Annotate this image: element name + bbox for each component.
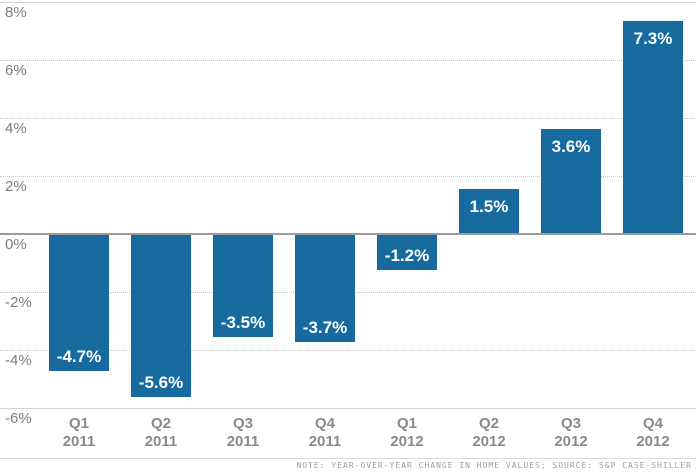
year-label: 2012: [472, 433, 506, 450]
gridline--6: [0, 408, 696, 409]
quarter-label: Q1: [396, 415, 417, 432]
quarter-label: Q2: [150, 415, 171, 432]
source-note: NOTE: YEAR-OVER-YEAR CHANGE IN HOME VALU…: [296, 461, 692, 470]
y-tick-label: 2%: [5, 178, 27, 195]
year-label: 2011: [144, 433, 178, 450]
gridline-4: [0, 118, 696, 119]
gridline--4: [0, 350, 696, 351]
quarter-label: Q4: [314, 415, 335, 432]
gridline-2: [0, 176, 696, 177]
quarter-label: Q3: [560, 415, 581, 432]
gridline-6: [0, 60, 696, 61]
x-tick-label-Q2-2011: Q2 2011: [120, 415, 202, 451]
bar-Q4-2012: 7.3%: [623, 21, 683, 233]
bar-Q2-2012: 1.5%: [459, 189, 519, 233]
bar-value-label: -3.7%: [302, 318, 348, 337]
bar-value-label: 7.3%: [633, 29, 673, 48]
y-tick-label: -6%: [5, 410, 32, 427]
y-tick-label: 4%: [5, 120, 27, 137]
bar-value-label: -1.2%: [384, 246, 430, 265]
quarter-label: Q1: [68, 415, 89, 432]
quarter-label: Q2: [478, 415, 499, 432]
year-label: 2011: [62, 433, 96, 450]
quarter-label: Q4: [642, 415, 663, 432]
x-tick-label-Q4-2012: Q4 2012: [612, 415, 694, 451]
y-tick-label: -4%: [5, 352, 32, 369]
bar-value-label: -5.6%: [138, 373, 184, 392]
x-tick-label-Q1-2012: Q1 2012: [366, 415, 448, 451]
bar-value-label: -4.7%: [56, 347, 102, 366]
x-tick-label-Q4-2011: Q4 2011: [284, 415, 366, 451]
bar-Q3-2011: -3.5%: [213, 235, 273, 337]
year-label: 2012: [636, 433, 670, 450]
year-label: 2011: [308, 433, 342, 450]
x-tick-label-Q3-2011: Q3 2011: [202, 415, 284, 451]
bar-Q1-2011: -4.7%: [49, 235, 109, 371]
bar-Q4-2011: -3.7%: [295, 235, 355, 342]
year-label: 2011: [226, 433, 260, 450]
x-tick-label-Q3-2012: Q3 2012: [530, 415, 612, 451]
bar-Q2-2011: -5.6%: [131, 235, 191, 397]
year-label: 2012: [390, 433, 424, 450]
bar-value-label: 3.6%: [551, 137, 591, 156]
bar-Q1-2012: -1.2%: [377, 235, 437, 270]
footer-divider: [0, 458, 696, 459]
bar-value-label: -3.5%: [220, 313, 266, 332]
year-label: 2012: [554, 433, 588, 450]
x-tick-label-Q1-2011: Q1 2011: [38, 415, 120, 451]
y-tick-label: -2%: [5, 294, 32, 311]
bar-value-label: 1.5%: [469, 197, 509, 216]
y-tick-label: 6%: [5, 62, 27, 79]
quarter-label: Q3: [232, 415, 253, 432]
y-tick-label: 8%: [5, 4, 27, 21]
gridline-8: [0, 2, 696, 3]
y-tick-label: 0%: [5, 236, 27, 253]
x-tick-label-Q2-2012: Q2 2012: [448, 415, 530, 451]
gridline-0: [0, 233, 696, 235]
bar-Q3-2012: 3.6%: [541, 129, 601, 233]
